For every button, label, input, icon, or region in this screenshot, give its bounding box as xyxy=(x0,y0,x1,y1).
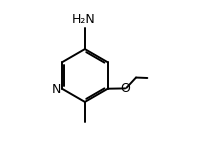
Text: N: N xyxy=(52,83,61,96)
Text: H₂N: H₂N xyxy=(71,13,95,26)
Text: O: O xyxy=(120,82,130,95)
